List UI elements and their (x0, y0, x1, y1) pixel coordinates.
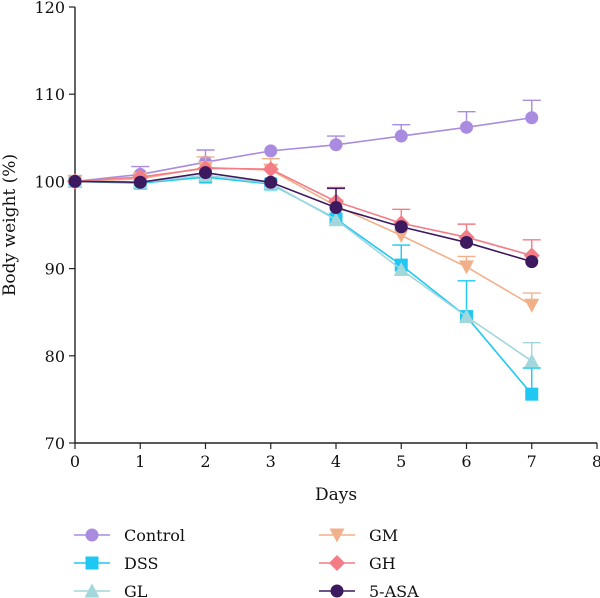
legend-item: 5-ASA (319, 582, 419, 598)
data-point (525, 111, 539, 125)
data-point (525, 387, 539, 401)
x-tick-label: 7 (527, 452, 537, 471)
legend-label: 5-ASA (369, 582, 419, 598)
x-tick-label: 1 (135, 452, 145, 471)
data-point (329, 138, 343, 152)
legend-marker (84, 583, 100, 598)
data-point (328, 212, 344, 227)
legend-item: GH (319, 554, 396, 573)
series-line (74, 166, 533, 306)
legend-label: GH (369, 554, 396, 573)
x-tick-label: 0 (70, 452, 80, 471)
legend-marker (330, 584, 344, 598)
x-tick-label: 8 (592, 452, 600, 471)
data-point (459, 309, 474, 324)
y-tick-label: 120 (34, 0, 65, 17)
y-tick-label: 80 (45, 347, 65, 366)
x-axis-title: Days (315, 485, 357, 505)
series-layer (67, 99, 541, 401)
y-tick-label: 110 (34, 85, 65, 104)
data-point (264, 175, 278, 189)
series-line (74, 116, 532, 183)
data-point (393, 228, 409, 243)
y-tick-label: 90 (45, 260, 65, 279)
series-dss (68, 170, 541, 401)
data-point (394, 129, 408, 143)
x-tick-label: 3 (266, 452, 276, 471)
legend-marker (85, 556, 99, 570)
data-point (264, 144, 278, 158)
x-tick-label: 6 (461, 452, 471, 471)
series-line (74, 171, 532, 263)
data-point (133, 175, 147, 189)
x-tick-label: 2 (200, 452, 210, 471)
legend-item: Control (74, 526, 185, 545)
data-point (459, 260, 474, 275)
series-line (74, 176, 533, 395)
data-point (460, 235, 473, 249)
legend-label: GL (124, 582, 148, 598)
legend-item: GM (319, 526, 398, 545)
data-point (393, 261, 409, 276)
x-tick-label: 5 (396, 452, 406, 471)
legend-label: Control (124, 526, 185, 545)
data-point (329, 201, 343, 215)
legend-label: GM (369, 526, 398, 545)
axes: 0 1 2 3 4 5 6 7 8 70 80 90 100 110 120 (34, 0, 600, 471)
y-tick-label: 70 (45, 434, 65, 453)
series-line (74, 167, 532, 257)
data-point (524, 353, 540, 368)
legend-label: DSS (124, 554, 158, 573)
data-point (199, 166, 212, 180)
y-axis-title: Body weight (%) (0, 154, 20, 296)
data-point (394, 220, 408, 234)
data-point (525, 255, 539, 269)
x-tick-label: 4 (331, 452, 341, 471)
data-point (262, 161, 279, 178)
data-point (68, 174, 82, 188)
legend-marker (329, 555, 345, 571)
series-5-asa (68, 166, 539, 269)
legend: Control DSS GL GM GH 5-ASA (74, 526, 419, 598)
data-point (460, 120, 473, 134)
legend-item: GL (74, 582, 148, 598)
legend-marker (85, 528, 99, 542)
legend-item: DSS (74, 554, 158, 573)
y-tick-label: 100 (34, 172, 65, 191)
legend-marker (329, 528, 345, 543)
data-point (524, 298, 540, 313)
